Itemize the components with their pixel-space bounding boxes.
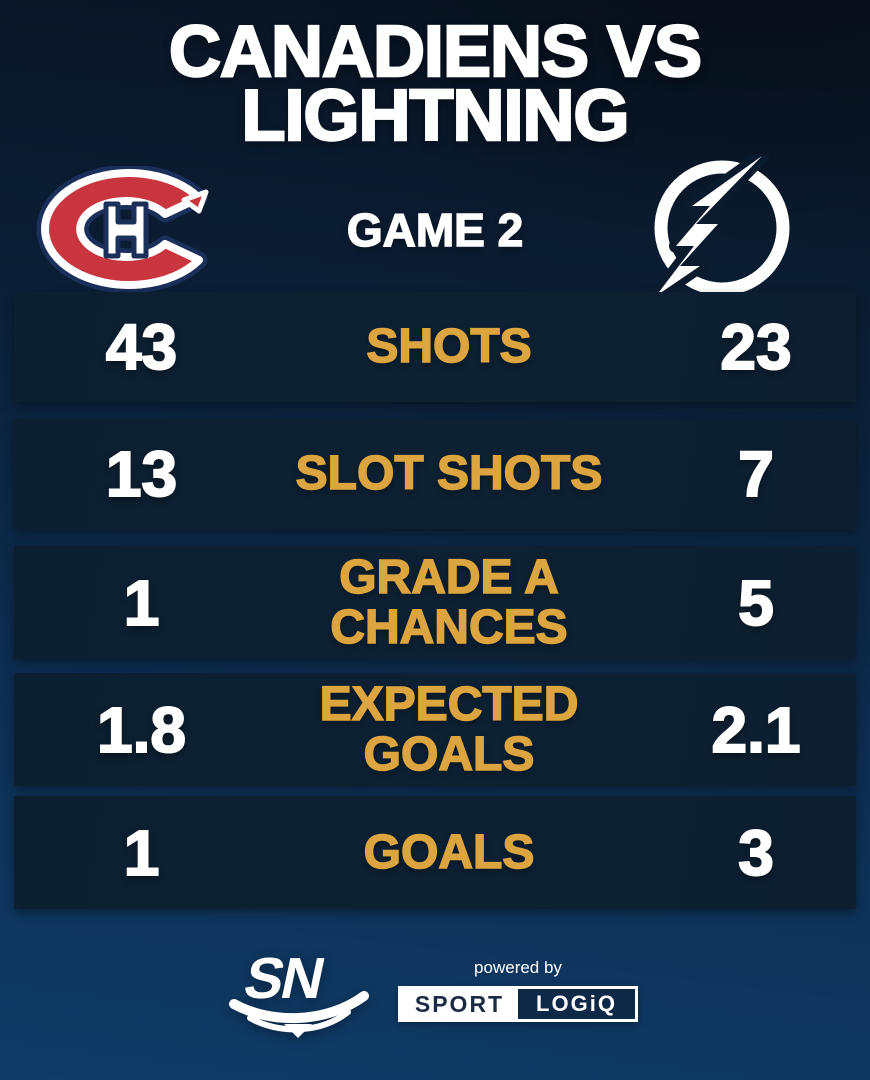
left-team-value: 1 <box>123 566 161 640</box>
stat-label: EXPECTED GOALS <box>319 677 579 781</box>
page-title: CANADIENS VS LIGHTNING <box>0 12 870 156</box>
game-number-label: GAME 2 <box>346 203 524 257</box>
left-team-value: 43 <box>105 310 178 384</box>
stat-row-goals: 1 GOALS 3 <box>14 796 856 909</box>
sportlogiq-branding: powered by SPORT LOGiQ <box>398 958 638 1022</box>
sn-logo-text: SN <box>239 948 329 1011</box>
sportsnet-sn-logo-icon: SN <box>229 948 369 1038</box>
stat-row-grade-a-chances: 1 GRADE A CHANCES 5 <box>14 546 856 659</box>
stat-label: GOALS <box>363 825 535 879</box>
stat-row-slot-shots: 13 SLOT SHOTS 7 <box>14 419 856 529</box>
right-team-value: 7 <box>737 437 775 511</box>
stat-row-shots: 43 SHOTS 23 <box>14 292 856 402</box>
right-team-value: 23 <box>719 310 792 384</box>
right-team-value: 3 <box>737 816 775 890</box>
sportlogiq-logo-icon: SPORT LOGiQ <box>398 986 638 1022</box>
title-line-1: CANADIENS VS <box>168 12 704 92</box>
right-team-value: 5 <box>737 566 775 640</box>
stat-row-expected-goals: 1.8 EXPECTED GOALS 2.1 <box>14 673 856 786</box>
left-team-value: 13 <box>105 437 178 511</box>
title-line-2: LIGHTNING <box>240 76 630 156</box>
sportlogiq-sport-text: SPORT <box>401 989 518 1019</box>
stat-label: SLOT SHOTS <box>295 447 603 500</box>
stat-label: SHOTS <box>366 320 533 373</box>
left-team-value: 1.8 <box>96 693 187 767</box>
left-team-value: 1 <box>123 816 161 890</box>
stat-label: GRADE A CHANCES <box>330 550 569 654</box>
lightning-logo-icon <box>649 154 790 298</box>
sportlogiq-logiq-text: LOGiQ <box>518 989 635 1019</box>
canadiens-logo-icon <box>36 166 209 294</box>
powered-by-label: powered by <box>474 958 562 977</box>
right-team-value: 2.1 <box>711 693 802 767</box>
